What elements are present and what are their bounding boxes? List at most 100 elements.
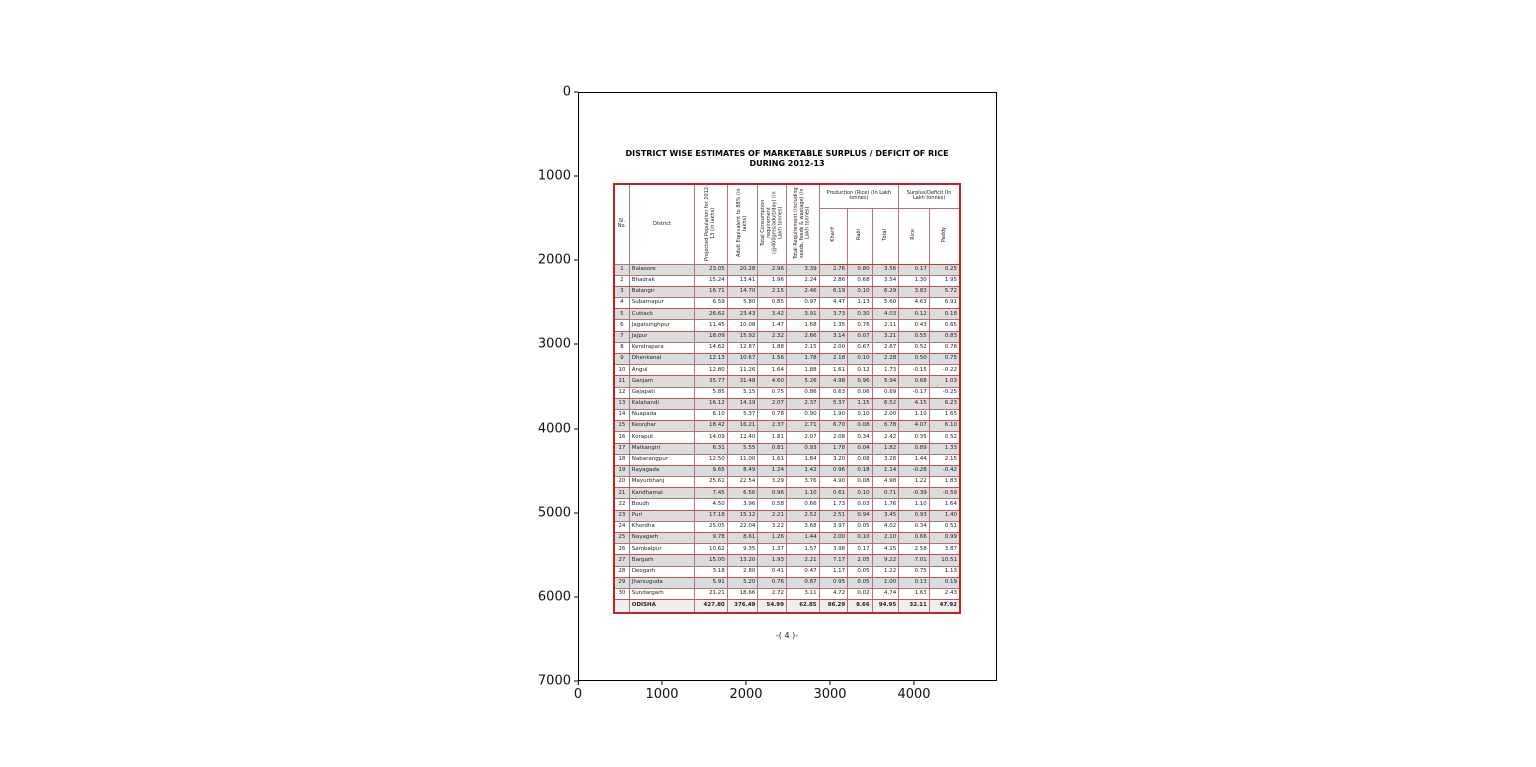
cell-total-requirement: 0.90 [785,408,820,422]
col-header-district: District [628,183,696,265]
cell-district: Angul [628,364,696,377]
table-row: 23 Puri 17.18 15.12 2.21 2.52 2.51 0.94 … [613,509,961,522]
cell-district: Puri [628,509,696,522]
cell-total-requirement: 2.66 [785,330,820,343]
table-row: 6 Jagatsinghpur 11.45 10.08 1.47 1.68 1.… [613,319,961,332]
cell-surplus-paddy: 1.40 [928,509,961,522]
cell-production-total: 3.28 [871,453,900,466]
cell-total-requirement: 1.88 [785,364,820,377]
cell-rabi: 0.10 [847,408,873,422]
cell-total-consumption: 1.61 [757,453,787,466]
cell-kharif: 6.19 [818,285,849,299]
table-row: 3 Balangir 16.71 14.70 2.15 2.46 6.19 0.… [613,285,961,299]
cell-projected-population: 25.05 [694,520,728,534]
table-row: 28 Deogarh 3.18 2.80 0.41 0.47 1.17 0.05… [613,565,961,578]
y-axis: 0 1000 2000 3000 4000 [524,85,578,688]
table-row: 22 Boudh 4.50 3.96 0.58 0.66 1.73 0.03 1… [613,498,961,511]
table-footer: ODISHA 427.80 376.49 54.99 62.85 86.29 8… [613,599,961,614]
table-row: 25 Nayagarh 9.78 8.61 1.26 1.44 2.00 0.1… [613,531,961,545]
cell-production-total: 4.15 [871,543,900,556]
cell-adult-equivalent: 23.43 [726,308,759,321]
table-row: 8 Kendrapara 14.62 12.87 1.88 2.15 2.00 … [613,341,961,355]
y-tick-label: 6000 [537,589,571,605]
cell-rabi: 0.80 [847,263,873,276]
cell-total-requirement: 2.21 [785,554,820,567]
cell-kharif: 0.63 [818,386,849,399]
table-row: 30 Sundargarh 21.21 18.66 2.72 3.11 4.72… [613,587,961,601]
cell-kharif: 0.95 [818,576,849,589]
cell-production-total: 4.03 [871,308,900,321]
cell-production-total: 0.69 [871,386,900,399]
cell-rabi: 0.76 [847,319,873,332]
col-header-total: Total [871,207,900,265]
cell-surplus-paddy: 3.87 [928,543,961,556]
cell-projected-population: 3.18 [694,565,728,578]
cell-district: Keonjhar [628,420,696,433]
cell-total-requirement: 2.37 [785,397,820,410]
cell-district: Boudh [628,498,696,511]
cell-rabi: 2.05 [847,554,873,567]
y-tick: 7000 [524,673,578,688]
cell-projected-population: 35.77 [694,375,728,388]
cell-surplus-rice: 0.13 [898,576,930,589]
col-header-kharif-text: Kharif [829,227,836,243]
cell-surplus-rice: -0.28 [898,464,930,478]
cell-surplus-rice: 0.17 [898,263,930,276]
cell-sl-no: 14 [613,408,630,422]
cell-projected-population: 9.78 [694,531,728,545]
x-tick-label: 0 [573,687,583,702]
cell-surplus-paddy: 1.64 [928,498,961,511]
cell-sl-no: 29 [613,576,630,589]
cell-surplus-rice: 0.66 [898,531,930,545]
y-tick-mark-icon [574,680,578,682]
cell-total-consumption: 1.96 [757,274,787,287]
cell-production-total: 3.21 [871,330,900,343]
cell-total-consumption: 2.21 [757,509,787,522]
cell-district: Balangir [628,285,696,299]
cell-projected-population: 9.65 [694,464,728,478]
cell-total-consumption: 0.76 [757,576,787,589]
cell-surplus-rice: 0.75 [898,565,930,578]
cell-rabi: 0.10 [847,487,873,500]
cell-adult-equivalent: 5.80 [726,297,759,310]
scanned-document: DISTRICT WISE ESTIMATES OF MARKETABLE SU… [579,93,996,680]
cell-adult-equivalent: 11.00 [726,453,759,466]
col-header-kharif: Kharif [818,207,849,265]
cell-rabi: 0.03 [847,498,873,511]
cell-surplus-paddy: 1.95 [928,274,961,287]
cell-adult-equivalent: 20.28 [726,263,759,276]
cell-rabi: 0.08 [847,420,873,433]
cell-district: Ganjam [628,375,696,388]
cell-total-consumption: 0.81 [757,442,787,455]
cell-kharif: 2.08 [818,431,849,444]
cell-rabi: 0.96 [847,375,873,388]
cell-sl-no: 4 [613,297,630,310]
cell-sl-no: 9 [613,352,630,366]
cell-total-requirement: 3.91 [785,308,820,321]
cell-kharif: 4.90 [818,476,849,489]
x-tick-mark-icon [745,681,747,685]
cell-adult-equivalent: 15.12 [726,509,759,522]
cell-surplus-rice: 0.52 [898,341,930,355]
table-row: 1 Balasore 23.05 20.28 2.96 3.39 2.76 0.… [613,263,961,276]
cell-surplus-paddy: 0.51 [928,520,961,534]
cell-sl-no: 12 [613,386,630,399]
col-header-paddy-text: Paddy [940,227,947,243]
cell-district: Deogarh [628,565,696,578]
cell-surplus-paddy: 0.25 [928,263,961,276]
y-tick-label: 2000 [537,252,571,268]
table-row: 17 Malkangiri 6.31 5.55 0.81 0.93 1.78 0… [613,442,961,455]
cell-projected-population: 4.50 [694,498,728,511]
cell-projected-population: 14.09 [694,431,728,444]
col-header-adult-equivalent-text: Adult Equivalent to 88% (in lakhs) [735,188,748,258]
x-tick-label: 1000 [645,687,679,702]
cell-kharif: 1.35 [818,319,849,332]
cell-surplus-rice: 1.44 [898,453,930,466]
table-row: 24 Khordha 25.05 22.04 3.22 3.68 3.97 0.… [613,520,961,534]
cell-district: Kalahandi [628,397,696,410]
y-tick-label: 1000 [537,168,571,184]
cell-surplus-paddy: 5.72 [928,285,961,299]
table-body: 1 Balasore 23.05 20.28 2.96 3.39 2.76 0.… [613,263,961,601]
cell-district: Koraput [628,431,696,444]
col-header-rice: Rice [898,207,930,265]
